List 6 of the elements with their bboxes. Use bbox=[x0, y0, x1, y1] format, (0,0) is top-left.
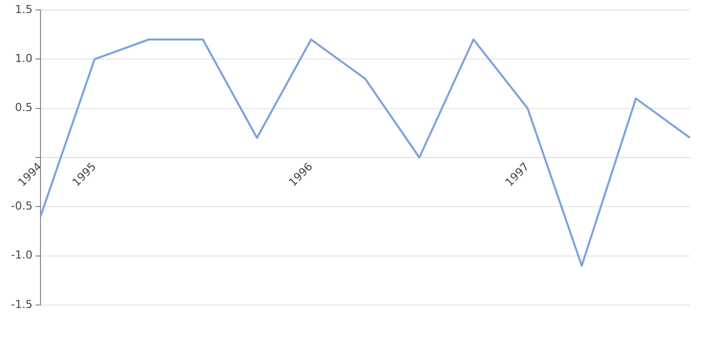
y-tick-label: 0.5 bbox=[14, 101, 32, 114]
y-tick-label: 1.5 bbox=[14, 2, 32, 16]
y-tick-label: -0.5 bbox=[10, 200, 32, 213]
y-tick-label: -1.5 bbox=[10, 298, 32, 311]
y-tick-label: 1.0 bbox=[14, 52, 32, 66]
y-tick-label: -1.0 bbox=[10, 248, 32, 262]
